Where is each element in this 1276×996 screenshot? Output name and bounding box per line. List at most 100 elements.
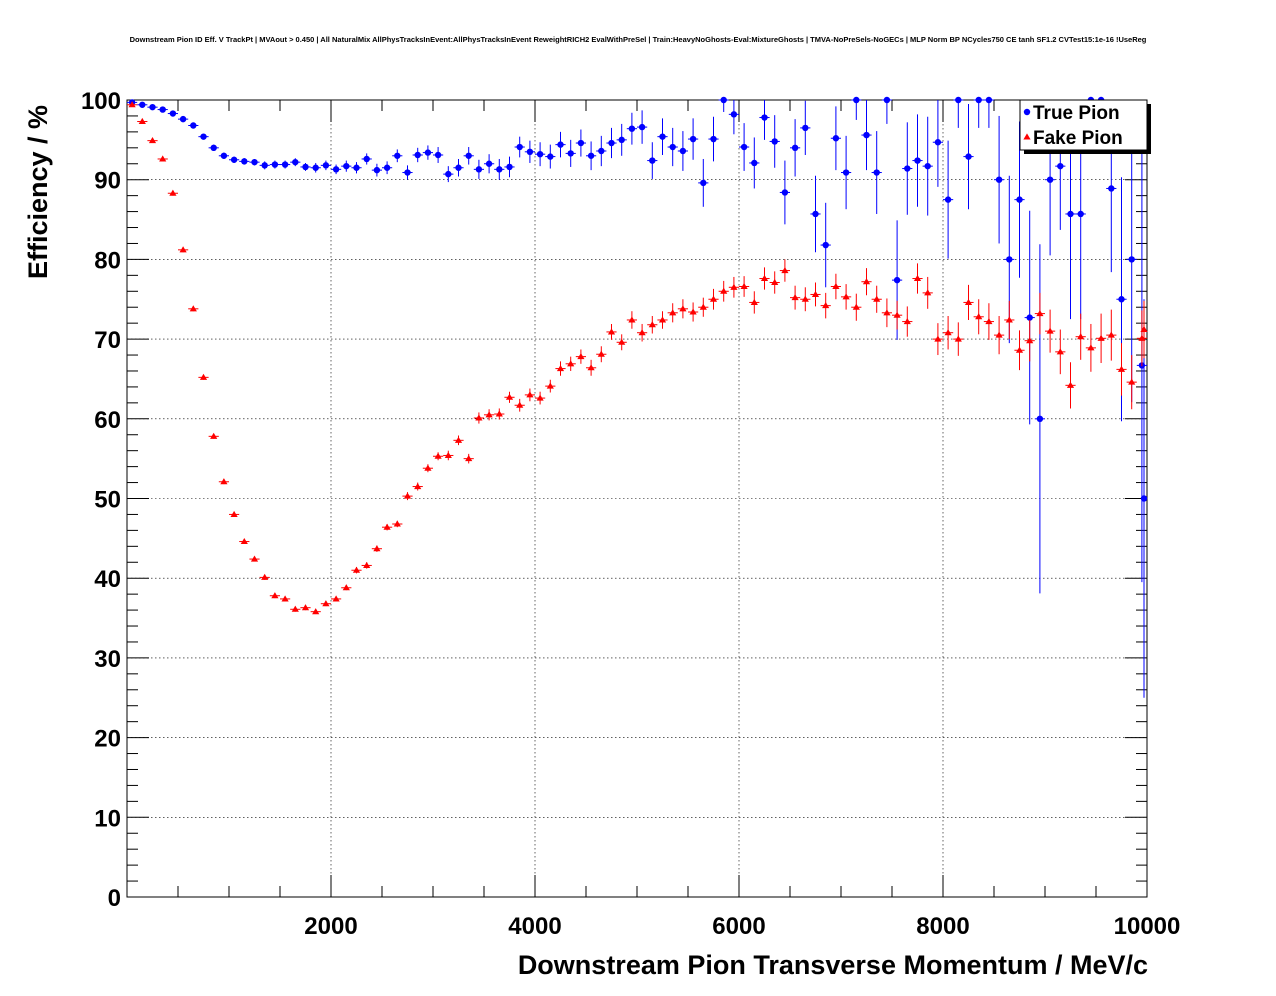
data-point [628, 316, 636, 323]
data-point [771, 278, 779, 286]
data-point [414, 151, 421, 159]
data-point [179, 115, 187, 123]
data-point [506, 163, 513, 171]
data-point [526, 148, 534, 156]
data-point [322, 600, 330, 607]
data-point [863, 131, 870, 139]
x-axis-title: Downstream Pion Transverse Momentum / Me… [518, 950, 1148, 980]
data-point [811, 290, 820, 297]
data-point [1087, 344, 1095, 351]
data-point [261, 162, 268, 169]
data-point [822, 302, 830, 309]
data-point [832, 282, 840, 290]
data-point [404, 169, 411, 176]
data-point [383, 164, 391, 171]
y-tick-label: 70 [94, 327, 121, 354]
data-point [587, 152, 595, 159]
data-point [455, 164, 462, 171]
data-point [985, 317, 993, 325]
y-tick-label: 20 [94, 726, 121, 753]
data-point [373, 166, 381, 174]
data-point [1036, 309, 1044, 317]
data-point [781, 266, 789, 274]
data-point [179, 246, 187, 253]
data-point [169, 189, 177, 196]
data-point [230, 156, 238, 163]
data-point [445, 170, 452, 178]
data-point [740, 143, 748, 151]
data-point [649, 157, 656, 164]
x-tick-label: 2000 [304, 913, 357, 940]
data-point [536, 150, 544, 158]
data-point [301, 604, 310, 611]
data-point [567, 150, 574, 157]
data-point [271, 161, 279, 168]
data-point [750, 298, 758, 305]
data-point [1067, 210, 1074, 218]
data-point [893, 311, 901, 318]
data-point [444, 451, 452, 458]
data-point [332, 166, 340, 173]
data-point [965, 153, 972, 160]
data-point [352, 566, 361, 573]
data-point [679, 305, 687, 312]
data-point [332, 595, 340, 602]
data-point [230, 510, 238, 517]
grid-lines [127, 100, 1147, 897]
data-point [424, 149, 432, 156]
data-point [822, 241, 829, 249]
y-tick-label: 60 [94, 407, 121, 434]
data-point [128, 101, 136, 108]
data-point [250, 555, 259, 562]
data-point [495, 410, 503, 417]
data-point [638, 123, 646, 131]
data-point [281, 595, 289, 602]
data-point [995, 176, 1003, 183]
data-point [454, 436, 463, 443]
data-point [873, 169, 880, 176]
data-point [944, 196, 952, 203]
data-point [587, 364, 595, 371]
data-point [149, 103, 156, 111]
data-point [771, 138, 778, 145]
data-point [220, 152, 228, 159]
data-point [710, 135, 717, 143]
data-point [475, 166, 483, 173]
data-point [924, 162, 931, 170]
y-tick-label: 10 [94, 805, 121, 832]
data-point [210, 144, 217, 152]
y-tick-label: 100 [81, 88, 121, 115]
data-point [1066, 381, 1075, 388]
data-point [1097, 334, 1105, 341]
data-point [1036, 415, 1044, 422]
data-point [414, 482, 422, 490]
data-point [261, 573, 269, 580]
data-point [628, 125, 636, 132]
data-point [720, 96, 727, 104]
data-point [291, 605, 299, 612]
data-point [679, 147, 687, 155]
data-point [251, 158, 258, 166]
data-point [1057, 162, 1064, 170]
data-point [556, 364, 565, 372]
x-tick-label: 6000 [712, 913, 765, 940]
data-point [1015, 346, 1024, 353]
legend-label: Fake Pion [1033, 128, 1123, 149]
data-point [475, 414, 483, 421]
y-tick-label: 50 [94, 487, 121, 514]
data-point [353, 164, 360, 171]
data-point [893, 276, 901, 284]
data-point [485, 160, 493, 167]
data-point [210, 432, 218, 439]
data-point [1046, 176, 1054, 183]
data-point [342, 584, 350, 591]
legend-box [1019, 99, 1148, 151]
x-tick-label: 8000 [916, 913, 969, 940]
data-point [383, 523, 391, 530]
data-point [434, 452, 442, 459]
data-point [964, 298, 973, 305]
data-point [1016, 196, 1023, 203]
data-point [607, 328, 616, 335]
data-point [1006, 256, 1013, 263]
